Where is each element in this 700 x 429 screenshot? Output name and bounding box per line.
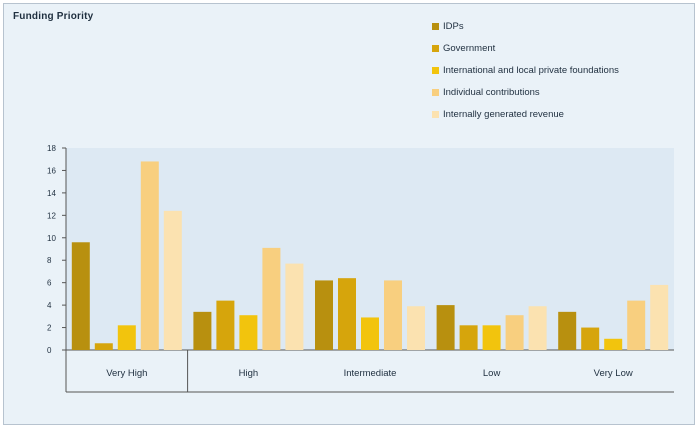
legend-swatch (432, 88, 439, 96)
y-tick-label: 10 (47, 234, 56, 243)
x-category-label: Very High (106, 368, 147, 379)
bar-internally-generated-revenue-intermediate (407, 306, 425, 350)
chart-title: Funding Priority (13, 11, 94, 22)
bar-government-very-low (581, 327, 600, 350)
bar-individual-contributions-high (262, 247, 281, 350)
legend-item: Individual contributions (432, 86, 540, 98)
legend-label: Government (443, 42, 496, 54)
bar-individual-contributions-very-high (140, 161, 159, 350)
legend-item: International and local private foundati… (432, 64, 619, 76)
legend-label: Internally generated revenue (443, 108, 564, 120)
legend-label: IDPs (443, 20, 464, 32)
bar-internally-generated-revenue-very-low (650, 284, 669, 350)
bar-internally-generated-revenue-very-high (163, 210, 182, 350)
y-tick-label: 14 (47, 189, 56, 198)
bar-individual-contributions-intermediate (384, 280, 402, 350)
bar-individual-contributions-very-low (627, 300, 646, 350)
bar-idps-very-low (558, 311, 577, 350)
x-category-label: Low (483, 368, 501, 379)
bar-individual-contributions-low (505, 315, 524, 350)
legend-item: IDPs (432, 20, 464, 32)
legend-swatch (432, 110, 439, 118)
legend-swatch (432, 22, 439, 30)
y-tick-label: 8 (47, 256, 52, 265)
bar-international-and-local-private-foundations-high (239, 315, 258, 350)
y-tick-label: 18 (47, 144, 56, 153)
legend-label: International and local private foundati… (443, 64, 619, 76)
bar-internally-generated-revenue-low (528, 306, 547, 350)
legend-swatch (432, 44, 439, 52)
bar-government-intermediate (338, 278, 356, 350)
bar-idps-high (193, 311, 212, 350)
x-category-label: Intermediate (344, 368, 397, 379)
bar-international-and-local-private-foundations-very-high (117, 325, 136, 350)
bar-government-very-high (94, 343, 113, 350)
y-tick-label: 16 (47, 166, 56, 175)
bar-international-and-local-private-foundations-very-low (604, 338, 623, 350)
bar-government-low (459, 325, 478, 350)
legend-item: Internally generated revenue (432, 108, 564, 120)
legend-item: Government (432, 42, 495, 54)
bar-international-and-local-private-foundations-low (482, 325, 501, 350)
y-tick-label: 12 (47, 211, 56, 220)
bar-government-high (216, 300, 235, 350)
bar-idps-intermediate (315, 280, 333, 350)
bar-idps-very-high (71, 242, 90, 350)
x-category-label: Very Low (594, 368, 633, 379)
y-tick-label: 4 (47, 301, 52, 310)
bar-internally-generated-revenue-high (285, 263, 304, 350)
y-tick-label: 6 (47, 279, 52, 288)
y-tick-label: 2 (47, 324, 52, 333)
x-category-label: High (239, 368, 259, 379)
bar-international-and-local-private-foundations-intermediate (361, 317, 379, 350)
legend-swatch (432, 66, 439, 74)
legend-label: Individual contributions (443, 86, 540, 98)
bar-idps-low (436, 305, 455, 350)
y-tick-label: 0 (47, 346, 52, 355)
